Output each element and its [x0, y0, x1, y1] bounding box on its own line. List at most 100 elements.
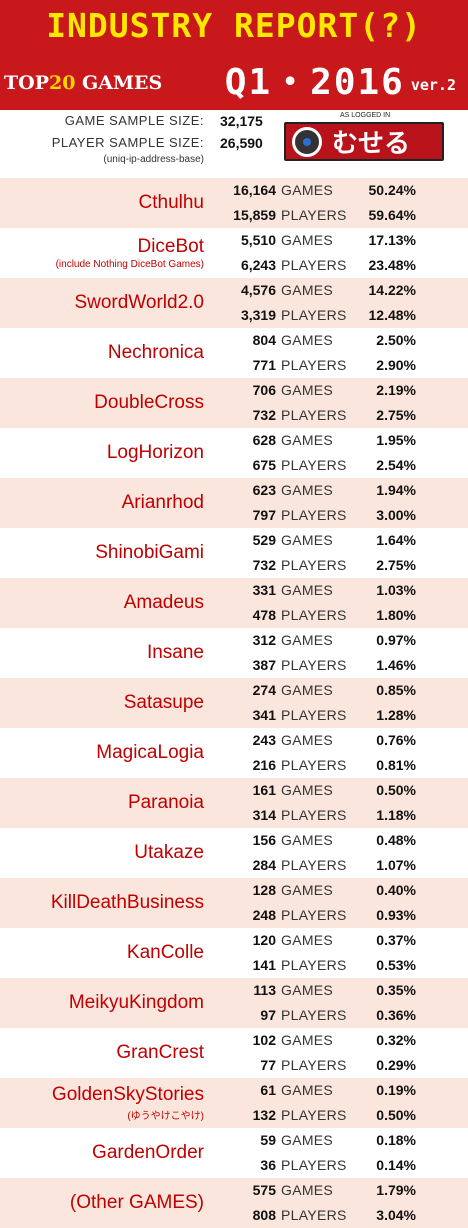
games-count: 161 — [252, 782, 276, 798]
players-count: 132 — [252, 1107, 276, 1123]
games-unit: GAMES — [281, 1032, 334, 1048]
players-percent: 1.28% — [376, 707, 416, 723]
games-line: 5,510 GAMES 17.13% — [204, 228, 468, 253]
players-line: 97 PLAYERS 0.36% — [204, 1003, 468, 1028]
game-name-block: SwordWorld2.0 — [74, 278, 204, 328]
players-line: 478 PLAYERS 1.80% — [204, 603, 468, 628]
games-percent: 0.19% — [376, 1082, 416, 1098]
players-percent: 0.93% — [376, 907, 416, 923]
games-percent: 0.85% — [376, 682, 416, 698]
games-line: 575 GAMES 1.79% — [204, 1178, 468, 1203]
game-name-note: (ゆうやけこやけ) — [127, 1111, 204, 1122]
games-count: 113 — [253, 982, 276, 998]
game-name: Insane — [146, 642, 204, 663]
games-percent: 17.13% — [368, 232, 416, 248]
game-row: Insane 312 GAMES 0.97% 387 PLAYERS 1.46% — [0, 628, 468, 678]
players-unit: PLAYERS — [281, 407, 347, 423]
players-percent: 59.64% — [368, 207, 416, 223]
players-count: 797 — [252, 507, 276, 523]
game-name-block: KanColle — [127, 928, 204, 978]
players-percent: 2.75% — [376, 407, 416, 423]
players-percent: 0.50% — [376, 1107, 416, 1123]
players-unit: PLAYERS — [281, 257, 347, 273]
report-header: INDUSTRY REPORT(?) TOP20 GAMES Q1・2016 v… — [0, 0, 468, 110]
players-count: 314 — [252, 807, 276, 823]
games-unit: GAMES — [281, 482, 334, 498]
players-unit: PLAYERS — [281, 457, 347, 473]
games-count: 331 — [252, 582, 276, 598]
players-unit: PLAYERS — [281, 957, 347, 973]
game-row: GardenOrder 59 GAMES 0.18% 36 PLAYERS 0.14% — [0, 1128, 468, 1178]
players-unit: PLAYERS — [281, 1007, 347, 1023]
games-unit: GAMES — [281, 1132, 334, 1148]
game-name-block: MeikyuKingdom — [69, 978, 204, 1028]
players-unit: PLAYERS — [281, 857, 347, 873]
games-count: 529 — [252, 532, 276, 548]
players-line: 771 PLAYERS 2.90% — [204, 353, 468, 378]
players-unit: PLAYERS — [281, 557, 347, 573]
players-line: 387 PLAYERS 1.46% — [204, 653, 468, 678]
game-name-block: Utakaze — [134, 828, 204, 878]
players-percent: 3.00% — [376, 507, 416, 523]
players-count: 6,243 — [240, 257, 276, 273]
games-unit: GAMES — [281, 882, 334, 898]
players-unit: PLAYERS — [281, 657, 347, 673]
games-percent: 0.40% — [376, 882, 416, 898]
players-count: 771 — [252, 357, 276, 373]
badge-games: GAMES — [75, 72, 163, 94]
games-count: 623 — [252, 482, 276, 498]
game-name: DiceBot — [137, 236, 204, 257]
game-name-block: ShinobiGami — [95, 528, 204, 578]
games-percent: 1.95% — [376, 432, 416, 448]
games-line: 623 GAMES 1.94% — [204, 478, 468, 503]
logo-ring-icon — [292, 126, 322, 157]
game-name: DoubleCross — [94, 392, 204, 413]
game-name: KillDeathBusiness — [50, 892, 204, 913]
players-unit: PLAYERS — [281, 907, 347, 923]
game-sample-row: GAME SAMPLE SIZE: 32,175 — [0, 110, 468, 132]
quarter-text: Q1・2016 — [224, 62, 405, 103]
players-line: 3,319 PLAYERS 12.48% — [204, 303, 468, 328]
games-unit: GAMES — [281, 1182, 334, 1198]
game-row: Amadeus 331 GAMES 1.03% 478 PLAYERS 1.80% — [0, 578, 468, 628]
game-name-block: GoldenSkyStories (ゆうやけこやけ) — [52, 1078, 204, 1128]
games-unit: GAMES — [281, 982, 334, 998]
game-row: SwordWorld2.0 4,576 GAMES 14.22% 3,319 PLAYER… — [0, 278, 468, 328]
players-line: 141 PLAYERS 0.53% — [204, 953, 468, 978]
game-name: GardenOrder — [92, 1142, 204, 1163]
games-unit: GAMES — [281, 532, 334, 548]
game-name: LogHorizon — [106, 442, 204, 463]
players-percent: 0.29% — [376, 1057, 416, 1073]
games-percent: 0.76% — [376, 732, 416, 748]
game-name: KanColle — [126, 942, 204, 963]
game-row: KillDeathBusiness 128 GAMES 0.40% 248 PLAYERS… — [0, 878, 468, 928]
players-count: 341 — [252, 707, 276, 723]
players-count: 248 — [252, 907, 276, 923]
game-name-note: (include Nothing DiceBot Games) — [55, 259, 204, 270]
players-count: 675 — [252, 457, 276, 473]
games-unit: GAMES — [281, 632, 334, 648]
report-title: INDUSTRY REPORT(?) — [46, 5, 422, 45]
games-percent: 1.79% — [376, 1182, 416, 1198]
players-line: 132 PLAYERS 0.50% — [204, 1103, 468, 1128]
games-percent: 0.48% — [376, 832, 416, 848]
players-count: 216 — [252, 757, 276, 773]
games-line: 331 GAMES 1.03% — [204, 578, 468, 603]
games-count: 243 — [252, 732, 276, 748]
players-count: 387 — [252, 657, 276, 673]
players-line: 732 PLAYERS 2.75% — [204, 403, 468, 428]
sample-note: (uniq-ip-address-base) — [103, 154, 204, 165]
games-count: 575 — [252, 1182, 276, 1198]
players-count: 77 — [260, 1057, 276, 1073]
badge-number: 20 — [48, 72, 76, 94]
games-percent: 1.94% — [376, 482, 416, 498]
players-percent: 0.14% — [376, 1157, 416, 1173]
game-name: Paranoia — [127, 792, 204, 813]
players-count: 97 — [260, 1007, 276, 1023]
player-sample-label: PLAYER SAMPLE SIZE: — [51, 135, 204, 150]
games-count: 312 — [252, 632, 276, 648]
games-count: 706 — [252, 382, 276, 398]
game-row: (Other GAMES) 575 GAMES 1.79% 808 PLAYERS 3.04… — [0, 1178, 468, 1228]
games-line: 120 GAMES 0.37% — [204, 928, 468, 953]
game-name: ShinobiGami — [95, 542, 204, 563]
